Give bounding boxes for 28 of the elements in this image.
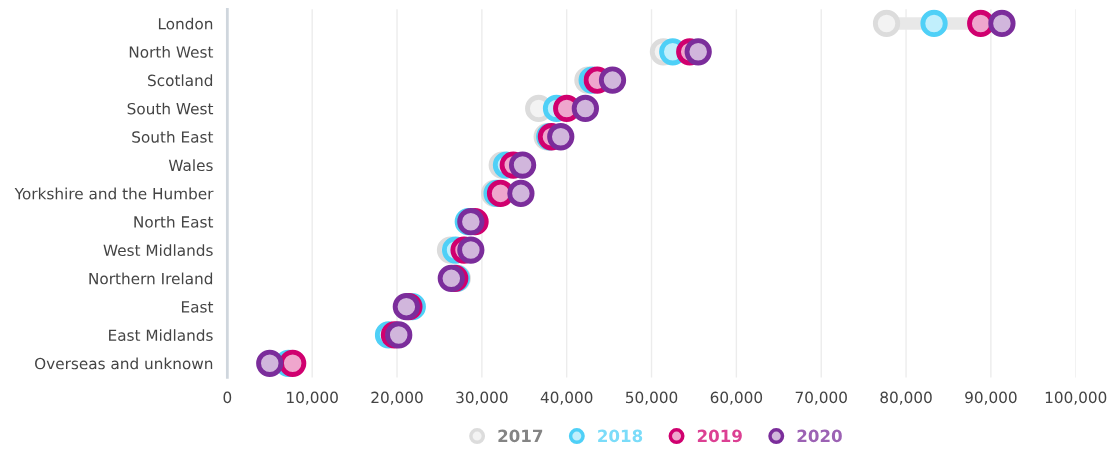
y-tick-label: Yorkshire and the Humber xyxy=(14,187,214,200)
x-tick-label: 90,000 xyxy=(965,391,1017,405)
y-tick-label: West Midlands xyxy=(103,244,213,257)
y-tick-label: South West xyxy=(127,102,214,115)
y-tick-label: North East xyxy=(134,215,214,228)
y-tick-label: South East xyxy=(132,130,214,143)
y-tick-label: Overseas and unknown xyxy=(35,357,213,370)
x-tick-label: 60,000 xyxy=(710,391,763,405)
legend-label: 2020 xyxy=(797,429,842,443)
y-tick-label: North West xyxy=(129,45,214,58)
y-tick-label: East xyxy=(181,301,214,313)
legend-label: 2017 xyxy=(498,429,543,443)
x-tick-label: 30,000 xyxy=(456,391,508,405)
x-tick-label: 40,000 xyxy=(540,391,593,405)
y-tick-label: London xyxy=(158,17,213,30)
x-tick-label: 0 xyxy=(223,391,232,404)
x-tick-label: 70,000 xyxy=(795,391,847,405)
legend-label: 2019 xyxy=(697,429,742,443)
y-tick-label: Wales xyxy=(168,159,213,172)
x-tick-label: 10,000 xyxy=(287,391,338,405)
y-tick-label: Northern Ireland xyxy=(89,272,213,285)
y-tick-label: East Midlands xyxy=(109,329,213,341)
y-tick-label: Scotland xyxy=(148,74,213,87)
x-tick-label: 50,000 xyxy=(625,391,678,405)
x-tick-label: 80,000 xyxy=(880,391,932,405)
legend-label: 2018 xyxy=(598,429,643,443)
x-tick-label: 20,000 xyxy=(371,391,423,405)
x-tick-label: 100,000 xyxy=(1045,391,1107,405)
